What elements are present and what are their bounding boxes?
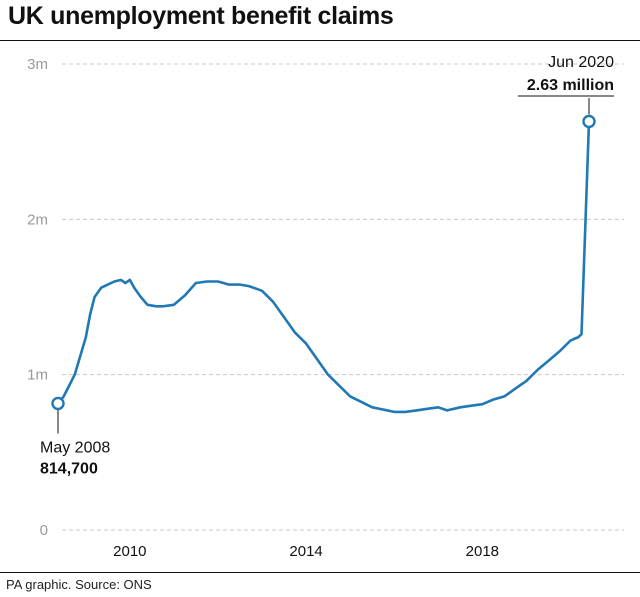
x-tick-label: 2010 bbox=[113, 543, 146, 560]
chart-title: UK unemployment benefit claims bbox=[8, 2, 394, 30]
source-credit: PA graphic. Source: ONS bbox=[6, 577, 152, 592]
y-tick-label: 1m bbox=[27, 367, 48, 384]
endpoint-marker bbox=[582, 114, 596, 129]
y-tick-label: 0 bbox=[40, 522, 48, 539]
footer-divider bbox=[0, 572, 640, 573]
annotation-value: 2.63 million bbox=[527, 77, 614, 94]
annotations: May 2008 814,700 Jun 2020 2.63 million bbox=[40, 54, 614, 477]
endpoint-marker bbox=[51, 396, 65, 411]
annotation-value: 814,700 bbox=[40, 460, 98, 477]
grid-lines bbox=[62, 63, 624, 531]
x-tick-label: 2014 bbox=[289, 543, 322, 560]
y-axis-ticks: 0 1m 2m 3m bbox=[27, 56, 48, 539]
series-line bbox=[56, 120, 591, 414]
series-layer bbox=[56, 120, 591, 414]
x-axis-ticks: 2010 2014 2018 bbox=[113, 543, 499, 560]
x-tick-label: 2018 bbox=[466, 543, 499, 560]
annotation-date: May 2008 bbox=[40, 439, 110, 456]
annotation-date: Jun 2020 bbox=[548, 54, 614, 71]
y-tick-label: 3m bbox=[27, 56, 48, 73]
y-tick-label: 2m bbox=[27, 211, 48, 228]
title-divider bbox=[0, 40, 640, 41]
